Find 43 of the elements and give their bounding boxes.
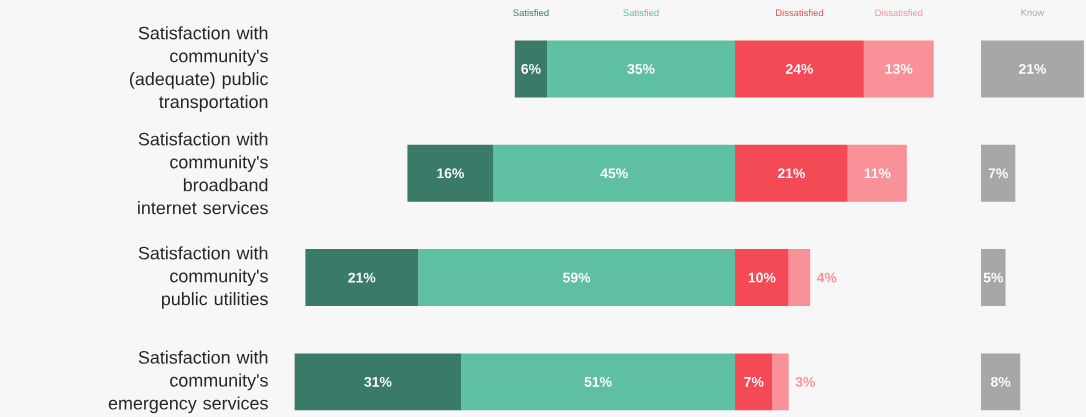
- data-label: 6%: [521, 64, 541, 74]
- data-label: 21%: [348, 272, 376, 283]
- text: Dissatisfied: [776, 9, 824, 17]
- data-label: 31%: [364, 376, 392, 387]
- data-label: 7%: [744, 376, 764, 387]
- data-label: 51%: [584, 376, 612, 387]
- data-label: 4%: [816, 272, 837, 283]
- data-label: 45%: [600, 168, 628, 179]
- data-label: 21%: [777, 168, 805, 179]
- data-label: 7%: [988, 168, 1008, 179]
- bar: [735, 249, 789, 307]
- bar: [981, 144, 1016, 202]
- bar: [981, 40, 1084, 98]
- y-tick-label: Satisfaction with community's broadband internet services: [138, 132, 268, 215]
- data-label: 8%: [990, 376, 1011, 387]
- y-tick-label: Satisfaction with community's emergency services: [108, 350, 268, 414]
- data-label: 3%: [795, 376, 816, 387]
- data-label: 21%: [1018, 64, 1047, 74]
- bar: [735, 353, 773, 411]
- bar: [788, 249, 811, 307]
- text: Satisfied: [513, 9, 549, 17]
- bar: [407, 144, 494, 202]
- bar: [981, 353, 1021, 411]
- data-label: 35%: [627, 64, 655, 74]
- text: Dissatisfied: [875, 9, 923, 17]
- bar: [294, 353, 462, 411]
- text: Satisfied: [623, 9, 659, 17]
- bar: [847, 144, 907, 202]
- data-label: 10%: [748, 272, 776, 283]
- data-label: 24%: [785, 64, 814, 74]
- bar: [981, 249, 1006, 307]
- bar: [772, 353, 789, 411]
- data-label: 5%: [983, 272, 1003, 283]
- data-label: 11%: [864, 168, 891, 179]
- text: Know: [1021, 9, 1045, 16]
- bar: [305, 249, 419, 307]
- bar: [863, 40, 934, 98]
- bar: [514, 40, 548, 98]
- y-tick-label: Satisfaction with community's public utilities: [138, 246, 268, 309]
- data-label: 13%: [885, 64, 913, 74]
- data-label: 59%: [563, 272, 591, 283]
- data-label: 16%: [437, 168, 464, 179]
- y-tick-label: Satisfaction with community's (adequate) public transportation: [130, 26, 268, 112]
